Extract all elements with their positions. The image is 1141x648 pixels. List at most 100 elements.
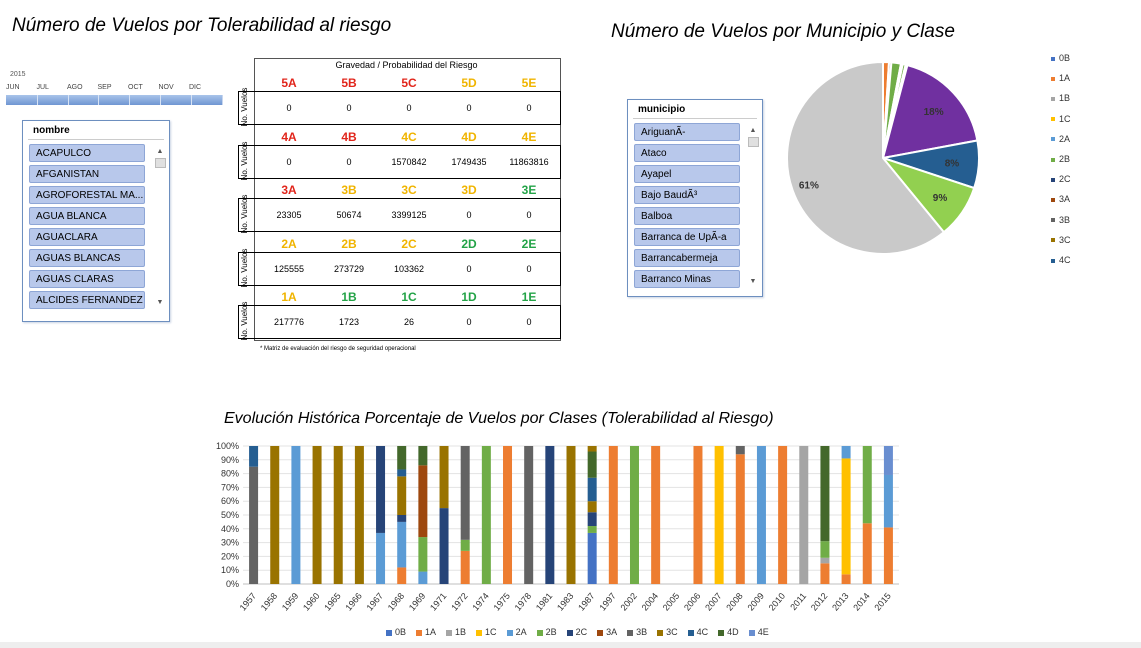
timeline-month[interactable]: OCT — [128, 84, 143, 91]
bar-segment[interactable] — [587, 526, 597, 533]
slicer-nombre-scrollbar[interactable]: ▲ ▼ — [155, 147, 166, 307]
timeline-month[interactable]: SEP — [97, 84, 112, 91]
matrix-cell-label: 2A — [281, 236, 297, 251]
bar-segment[interactable] — [587, 501, 597, 513]
slicer-municipio-item[interactable]: Balboa — [634, 207, 740, 225]
scroll-down-icon[interactable]: ▼ — [156, 299, 164, 306]
slicer-nombre-item[interactable]: ALCIDES FERNANDEZ — [29, 291, 145, 309]
pie-slice[interactable] — [786, 60, 946, 255]
bar-segment[interactable] — [587, 512, 597, 527]
bar-segment[interactable] — [397, 476, 407, 515]
bar-segment[interactable] — [503, 446, 513, 584]
matrix-cell-value: 0 — [466, 210, 472, 220]
bar-segment[interactable] — [524, 446, 534, 584]
bar-segment[interactable] — [587, 532, 597, 584]
bar-segment[interactable] — [481, 446, 491, 584]
slicer-municipio-item[interactable]: Ayapel — [634, 165, 740, 183]
bar-segment[interactable] — [460, 446, 470, 540]
pie-slice[interactable] — [881, 63, 979, 160]
bar-segment[interactable] — [651, 446, 661, 584]
bar-segment[interactable] — [460, 539, 470, 551]
bar-segment[interactable] — [629, 446, 639, 584]
slicer-municipio-item[interactable]: Barranco Minas — [634, 270, 740, 288]
bar-segment[interactable] — [270, 446, 280, 584]
bar-segment[interactable] — [418, 537, 428, 572]
bar-segment[interactable] — [397, 521, 407, 568]
bar-segment[interactable] — [799, 446, 809, 584]
bar-segment[interactable] — [418, 571, 428, 584]
timeline-month[interactable]: NOV — [158, 84, 174, 91]
bar-segment[interactable] — [862, 523, 872, 584]
bar-segment[interactable] — [333, 446, 343, 584]
bar-segment[interactable] — [291, 446, 301, 584]
bar-segment[interactable] — [545, 446, 555, 584]
bar-segment[interactable] — [608, 446, 618, 584]
bar-segment[interactable] — [862, 446, 872, 524]
bar-segment[interactable] — [376, 532, 386, 584]
bar-segment[interactable] — [249, 446, 259, 467]
bar-segment[interactable] — [312, 446, 322, 584]
bar-segment[interactable] — [439, 508, 449, 584]
bar-segment[interactable] — [820, 446, 830, 542]
slicer-nombre-item[interactable]: AGUAS CLARAS — [29, 270, 145, 288]
bar-segment[interactable] — [820, 563, 830, 584]
slicer-nombre-item[interactable]: AFGANISTAN — [29, 165, 145, 183]
bar-segment[interactable] — [735, 446, 745, 455]
bar-segment[interactable] — [587, 477, 597, 502]
bar-segment[interactable] — [397, 469, 407, 477]
x-tick-label: 1966 — [343, 591, 364, 613]
slicer-municipio-item[interactable]: Barranca de UpÃ-a — [634, 228, 740, 246]
bar-segment[interactable] — [397, 446, 407, 470]
bar-segment[interactable] — [354, 446, 364, 584]
slicer-nombre-item[interactable]: AGUAS BLANCAS — [29, 249, 145, 267]
bar-segment[interactable] — [735, 454, 745, 584]
timeline-month[interactable]: JUL — [36, 84, 49, 91]
bar-segment[interactable] — [376, 446, 386, 533]
scroll-thumb[interactable] — [155, 158, 166, 168]
slicer-nombre-item[interactable]: AGUACLARA — [29, 228, 145, 246]
timeline-month[interactable]: DIC — [189, 84, 202, 91]
scroll-up-icon[interactable]: ▲ — [749, 127, 757, 134]
slicer-municipio-item[interactable]: Ataco — [634, 144, 740, 162]
slicer-nombre-item[interactable]: AGROFORESTAL MA... — [29, 186, 145, 204]
scroll-down-icon[interactable]: ▼ — [749, 278, 757, 285]
bar-segment[interactable] — [397, 567, 407, 584]
bar-segment[interactable] — [883, 446, 893, 475]
bar-segment[interactable] — [820, 541, 830, 558]
bar-segment[interactable] — [841, 458, 851, 575]
slicer-municipio-item[interactable]: Barrancabermeja — [634, 249, 740, 267]
slicer-municipio-scrollbar[interactable]: ▲ ▼ — [748, 126, 759, 286]
bar-segment[interactable] — [820, 557, 830, 564]
bar-segment[interactable] — [249, 466, 259, 584]
bar-legend-item: 0B — [386, 627, 406, 637]
scroll-up-icon[interactable]: ▲ — [156, 148, 164, 155]
bar-segment[interactable] — [714, 446, 724, 584]
slicer-municipio-item[interactable]: Bajo BaudÃ³ — [634, 186, 740, 204]
bar-segment[interactable] — [566, 446, 576, 584]
bar-segment[interactable] — [397, 515, 407, 522]
bar-segment[interactable] — [418, 465, 428, 538]
bar-segment[interactable] — [883, 527, 893, 584]
bar-segment[interactable] — [841, 446, 851, 459]
bar-segment[interactable] — [883, 474, 893, 528]
matrix-row-box — [238, 251, 561, 286]
bar-legend-item: 1A — [416, 627, 436, 637]
bar-segment[interactable] — [778, 446, 788, 584]
bar-segment[interactable] — [693, 446, 703, 584]
timeline-month[interactable]: AGO — [67, 84, 83, 91]
bar-segment[interactable] — [587, 451, 597, 478]
bar-segment[interactable] — [587, 446, 597, 452]
slicer-municipio-item[interactable]: AriguanÃ- — [634, 123, 740, 141]
bar-segment[interactable] — [439, 446, 449, 509]
timeline-month[interactable]: JUN — [6, 84, 20, 91]
legend-swatch — [1051, 117, 1055, 122]
slicer-nombre-item[interactable]: ACAPULCO — [29, 144, 145, 162]
tolerability-title: Número de Vuelos por Tolerabilidad al ri… — [12, 15, 392, 36]
scroll-thumb[interactable] — [748, 137, 759, 147]
bar-segment[interactable] — [460, 550, 470, 584]
bar-segment[interactable] — [841, 574, 851, 584]
bar-segment[interactable] — [756, 446, 766, 584]
timeline-bar[interactable] — [6, 95, 223, 105]
bar-segment[interactable] — [418, 446, 428, 466]
slicer-nombre-item[interactable]: AGUA BLANCA — [29, 207, 145, 225]
